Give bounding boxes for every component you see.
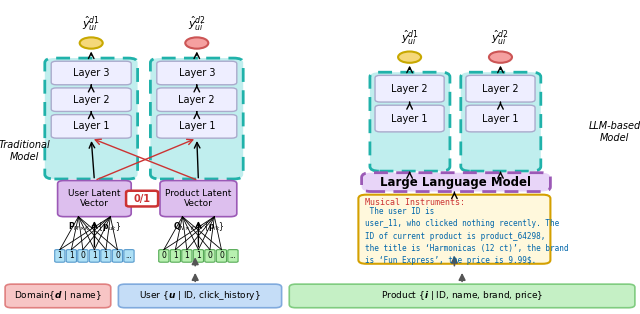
Text: Large Language Model: Large Language Model (381, 176, 531, 189)
Text: 0/1: 0/1 (134, 194, 150, 203)
Text: 1: 1 (196, 252, 201, 260)
Text: Layer 1: Layer 1 (391, 114, 428, 123)
Text: 0: 0 (207, 252, 212, 260)
Text: 1: 1 (92, 252, 97, 260)
FancyBboxPatch shape (45, 58, 138, 179)
FancyBboxPatch shape (90, 250, 100, 262)
FancyBboxPatch shape (51, 61, 131, 85)
Text: Layer 3: Layer 3 (179, 68, 215, 78)
Text: Domain{$\boldsymbol{d}$ | name}: Domain{$\boldsymbol{d}$ | name} (14, 290, 102, 302)
FancyBboxPatch shape (51, 115, 131, 138)
Text: 0: 0 (115, 252, 120, 260)
FancyBboxPatch shape (5, 284, 111, 308)
FancyBboxPatch shape (362, 173, 550, 192)
Circle shape (489, 51, 512, 63)
Text: Product {$\boldsymbol{i}$ | ID, name, brand, price}: Product {$\boldsymbol{i}$ | ID, name, br… (381, 290, 543, 302)
FancyBboxPatch shape (101, 250, 111, 262)
Text: $\hat{y}_{ui}^{d1}$: $\hat{y}_{ui}^{d1}$ (82, 15, 100, 34)
FancyBboxPatch shape (216, 250, 227, 262)
Text: Layer 2: Layer 2 (179, 95, 215, 105)
Text: Layer 2: Layer 2 (391, 84, 428, 94)
Text: 1: 1 (69, 252, 74, 260)
FancyBboxPatch shape (118, 284, 282, 308)
FancyBboxPatch shape (55, 250, 65, 262)
FancyBboxPatch shape (375, 75, 444, 102)
FancyBboxPatch shape (78, 250, 88, 262)
Text: The user ID is
user_11, who clicked nothing recently. The
ID of current product : The user ID is user_11, who clicked noth… (365, 207, 568, 265)
Text: LLM-based
Model: LLM-based Model (588, 121, 640, 143)
Text: Layer 3: Layer 3 (73, 68, 109, 78)
FancyBboxPatch shape (228, 250, 238, 262)
Text: Traditional
Model: Traditional Model (0, 140, 50, 161)
FancyBboxPatch shape (159, 250, 169, 262)
Circle shape (398, 51, 421, 63)
Text: 0: 0 (161, 252, 166, 260)
FancyBboxPatch shape (124, 250, 134, 262)
Text: Layer 1: Layer 1 (179, 122, 215, 131)
FancyBboxPatch shape (150, 58, 243, 179)
FancyBboxPatch shape (466, 75, 535, 102)
Circle shape (80, 37, 103, 49)
FancyBboxPatch shape (157, 61, 237, 85)
FancyBboxPatch shape (157, 115, 237, 138)
Text: 1: 1 (184, 252, 189, 260)
FancyBboxPatch shape (58, 181, 131, 217)
FancyBboxPatch shape (157, 88, 237, 111)
Text: User {$\boldsymbol{u}$ | ID, click_history}: User {$\boldsymbol{u}$ | ID, click_histo… (139, 290, 261, 302)
Text: 0: 0 (219, 252, 224, 260)
Text: 1: 1 (58, 252, 62, 260)
FancyBboxPatch shape (205, 250, 215, 262)
Text: Product Latent
Vector: Product Latent Vector (165, 189, 232, 208)
Text: $\mathbf{Q}_{N\times K}=\{\mathbf{p}_{ik}\}$: $\mathbf{Q}_{N\times K}=\{\mathbf{p}_{ik… (173, 220, 224, 233)
FancyBboxPatch shape (466, 105, 535, 132)
FancyBboxPatch shape (51, 88, 131, 111)
FancyBboxPatch shape (193, 250, 204, 262)
FancyBboxPatch shape (461, 72, 541, 171)
FancyBboxPatch shape (170, 250, 180, 262)
FancyBboxPatch shape (113, 250, 123, 262)
FancyBboxPatch shape (126, 191, 158, 207)
Text: Layer 2: Layer 2 (73, 95, 109, 105)
Text: Layer 2: Layer 2 (482, 84, 519, 94)
FancyBboxPatch shape (160, 181, 237, 217)
Text: $\hat{y}_{ui}^{d2}$: $\hat{y}_{ui}^{d2}$ (188, 15, 206, 34)
Text: Layer 1: Layer 1 (73, 122, 109, 131)
Text: $\hat{y}_{ui}^{d2}$: $\hat{y}_{ui}^{d2}$ (492, 29, 509, 48)
Text: $\hat{y}_{ui}^{d1}$: $\hat{y}_{ui}^{d1}$ (401, 29, 419, 48)
Text: Layer 1: Layer 1 (482, 114, 519, 123)
Text: ...: ... (230, 253, 236, 259)
Text: $\mathbf{P}_{M\times K}=\{\mathbf{p}_{uk}\}$: $\mathbf{P}_{M\times K}=\{\mathbf{p}_{uk… (68, 220, 121, 233)
Text: 1: 1 (173, 252, 178, 260)
FancyBboxPatch shape (182, 250, 192, 262)
Text: 0: 0 (81, 252, 85, 260)
FancyBboxPatch shape (67, 250, 77, 262)
FancyBboxPatch shape (375, 105, 444, 132)
Text: Musical Instruments:: Musical Instruments: (365, 198, 465, 208)
FancyBboxPatch shape (358, 195, 550, 264)
Text: ...: ... (125, 253, 132, 259)
Circle shape (186, 37, 209, 49)
FancyBboxPatch shape (289, 284, 635, 308)
Text: 1: 1 (104, 252, 108, 260)
FancyBboxPatch shape (370, 72, 450, 171)
Text: User Latent
Vector: User Latent Vector (68, 189, 121, 208)
